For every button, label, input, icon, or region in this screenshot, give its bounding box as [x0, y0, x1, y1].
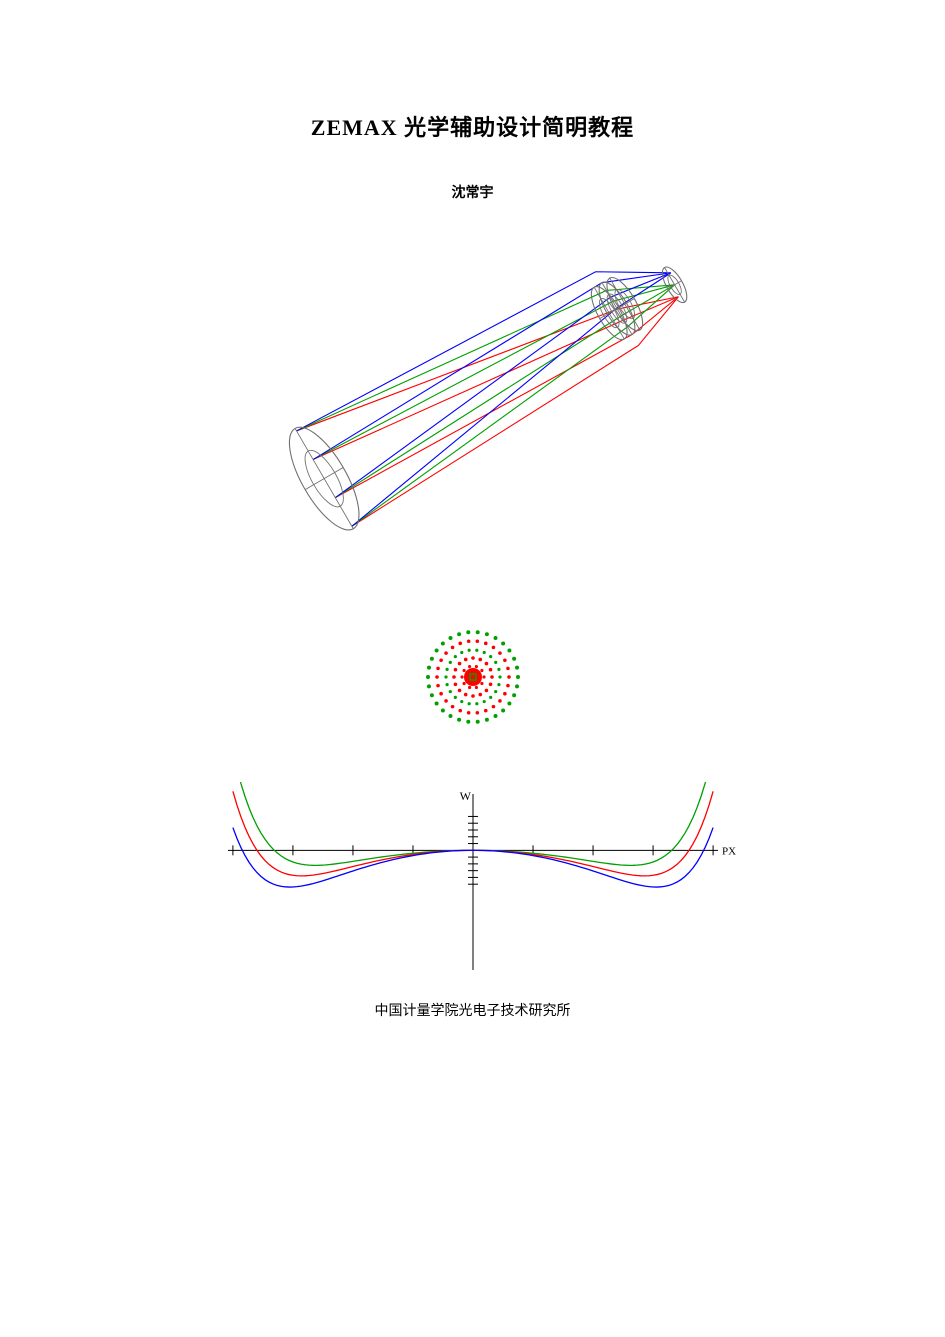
document-author: 沈常宇 [452, 182, 494, 202]
document-title: ZEMAX 光学辅助设计简明教程 [311, 110, 634, 142]
aberration-curve-figure: W PX [193, 782, 753, 982]
affiliation-text: 中国计量学院光电子技术研究所 [375, 1000, 571, 1020]
svg-text:W: W [459, 789, 471, 803]
optical-layout-figure [233, 227, 713, 567]
svg-text:PX: PX [722, 845, 736, 857]
spot-diagram-figure [398, 602, 548, 752]
document-page: ZEMAX 光学辅助设计简明教程 沈常宇 W PX 中国计量学院光电子技术研究所 [0, 0, 945, 1100]
